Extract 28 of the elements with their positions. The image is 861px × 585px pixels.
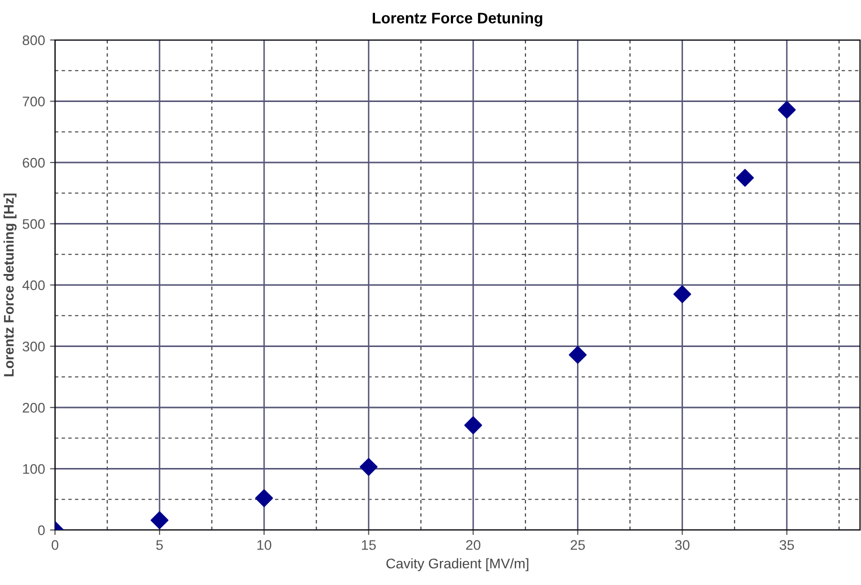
point [673,285,692,304]
x-tick-label: 20 [466,540,480,550]
x-tick-label: 25 [570,540,585,550]
point [464,416,482,434]
y-tick-label: 300 [22,342,45,352]
y-axis-title: Lorentz Force detuning [Hz] [4,194,17,376]
x-tick-label: 10 [257,540,272,550]
y-tick-label: 100 [23,464,45,474]
y-tick-label: 600 [22,158,45,168]
point [150,511,168,530]
point [778,100,796,119]
y-tick-label: 800 [22,35,45,46]
y-tick-label: 0 [38,525,45,536]
x-tick-label: 35 [780,540,794,550]
point [360,458,378,476]
x-tick-label: 5 [156,540,163,550]
point [736,168,754,187]
y-tick-label: 400 [22,280,45,290]
y-tick-label: 200 [22,402,45,413]
y-tick-label: 500 [22,219,45,229]
chart-title: Lorentz Force Detuning [372,12,542,27]
x-tick-label: 30 [675,540,690,550]
point [255,489,273,508]
y-tick-label: 700 [22,96,45,106]
point [568,346,587,364]
x-axis-title: Cavity Gradient [MV/m] [386,558,528,572]
x-tick-label: 0 [52,540,58,550]
x-tick-label: 15 [362,540,376,550]
